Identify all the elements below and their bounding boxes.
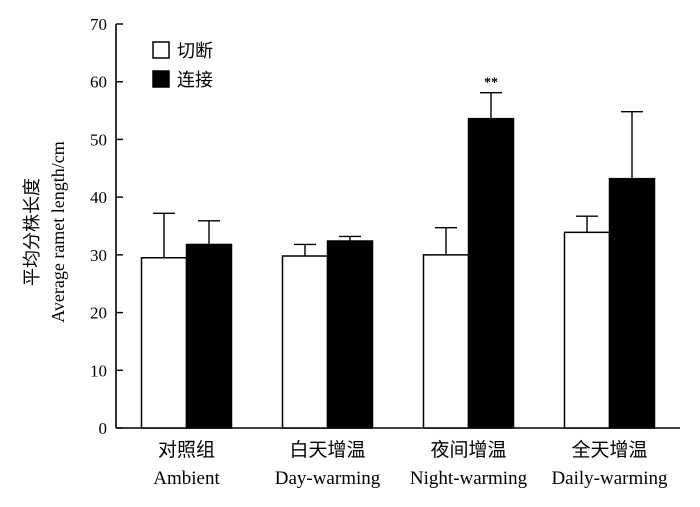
- legend: 切断 连接: [152, 41, 213, 90]
- category-label-cn: 白天增温: [289, 439, 365, 461]
- category-label-cn: 夜间增温: [430, 439, 506, 461]
- y-tick-label: 30: [90, 246, 107, 265]
- category-label-cn: 对照组: [158, 439, 215, 461]
- bar-series-2: [185, 243, 233, 429]
- category-label-cn: 全天增温: [571, 439, 647, 461]
- y-tick-label: 50: [90, 130, 107, 149]
- bar-series-2: [326, 240, 374, 429]
- bar-series-1: [281, 255, 329, 429]
- category-label-en: Day-warming: [275, 468, 381, 489]
- significance-marker: **: [484, 76, 498, 91]
- bar-series-2: [467, 117, 515, 429]
- y-tick-label: 0: [99, 419, 108, 438]
- bar-series-1: [140, 256, 188, 429]
- y-axis: 0 10 20 30 40 50 60 70: [90, 15, 123, 438]
- y-axis-title: 平均分株长度 Average ramet length/cm: [22, 141, 68, 323]
- legend-swatch-series-2: [152, 70, 170, 88]
- y-tick-label: 60: [90, 73, 107, 92]
- y-tick-label: 10: [90, 361, 107, 380]
- legend-label-series-2: 连接: [177, 70, 213, 90]
- y-tick-label: 40: [90, 188, 107, 207]
- category-label-en: Ambient: [153, 468, 220, 489]
- y-axis-title-cn: 平均分株长度: [22, 178, 42, 286]
- bar-series-1: [422, 254, 470, 429]
- category-label-en: Daily-warming: [551, 468, 668, 489]
- category-labels: 对照组 Ambient 白天增温 Day-warming 夜间增温 Night-warmi…: [153, 439, 668, 489]
- legend-swatch-series-1: [152, 41, 170, 59]
- bars: **: [140, 76, 656, 429]
- bar-series-2: [608, 177, 656, 429]
- y-axis-title-en: Average ramet length/cm: [48, 141, 68, 323]
- legend-label-series-1: 切断: [177, 41, 213, 61]
- bar-series-1: [563, 231, 611, 429]
- category-label-en: Night-warming: [410, 468, 528, 489]
- y-tick-label: 20: [90, 304, 107, 323]
- y-tick-label: 70: [90, 15, 107, 34]
